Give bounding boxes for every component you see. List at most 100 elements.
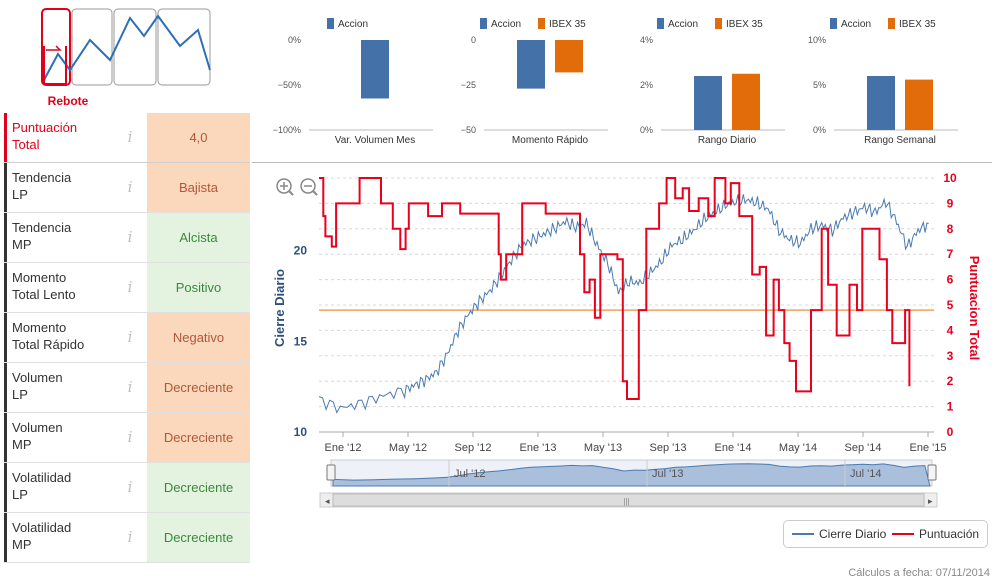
series-puntuacion[interactable] xyxy=(319,177,911,400)
zoom-out-icon[interactable] xyxy=(300,178,318,196)
pattern-highlight xyxy=(43,46,67,85)
indicator-row: Momento Total Rápido i Negativo xyxy=(4,313,250,363)
indicator-label: Tendencia LP xyxy=(4,163,116,212)
mini-legend-swatch xyxy=(327,18,334,29)
chart-legend: Cierre Diario Puntuación xyxy=(783,520,988,548)
mini-legend-swatch xyxy=(657,18,664,29)
legend-item-puntuacion[interactable]: Puntuación xyxy=(892,527,979,541)
mini-chart-rango-semanal: Accion IBEX 35 10% 5% 0% Rango Semanal xyxy=(808,18,958,146)
mini-legend-swatch xyxy=(480,18,487,29)
mini-legend-label: Accion xyxy=(841,19,871,30)
mini-bar[interactable] xyxy=(867,76,895,130)
indicator-label: Volumen LP xyxy=(4,363,116,412)
mini-chart-title: Rango Diario xyxy=(698,135,757,146)
indicator-label: Puntuación Total xyxy=(4,113,116,162)
pattern-frame-3 xyxy=(113,8,157,86)
info-icon[interactable]: i xyxy=(127,428,133,446)
right-axis-title: Puntuacion Total xyxy=(967,256,982,360)
pattern-arrow xyxy=(46,45,62,51)
info-icon[interactable]: i xyxy=(127,278,133,296)
mini-chart-title: Var. Volumen Mes xyxy=(335,135,415,146)
indicator-value: Decreciente xyxy=(147,363,250,412)
right-y-tick: 7 xyxy=(947,247,954,261)
main-price-chart[interactable]: Ene '12 May '12 Sep '12 Ene '13 May '13 Sep '… xyxy=(262,168,990,520)
navigator-label: Jul '13 xyxy=(652,468,683,480)
indicator-label: Volatilidad LP xyxy=(4,463,116,512)
right-y-tick: 4 xyxy=(947,323,954,337)
indicator-label: Volumen MP xyxy=(4,413,116,462)
navigator-label: Jul '12 xyxy=(454,468,485,480)
indicator-label: Momento Total Lento xyxy=(4,263,116,312)
x-tick-label: Ene '15 xyxy=(910,442,947,454)
info-icon[interactable]: i xyxy=(127,378,133,396)
mini-bar[interactable] xyxy=(517,40,545,89)
indicator-value: Decreciente xyxy=(147,513,250,562)
mini-y-tick: 0% xyxy=(288,35,301,45)
indicator-row: Volumen MP i Decreciente xyxy=(4,413,250,463)
mini-bar[interactable] xyxy=(555,40,583,73)
mini-bar[interactable] xyxy=(361,40,389,99)
mini-y-tick: 0% xyxy=(813,125,826,135)
left-y-tick: 20 xyxy=(294,244,308,258)
mini-chart-var-volumen: Accion 0% −50% −100% Var. Volumen Mes xyxy=(273,18,433,146)
navigator-label: Jul '14 xyxy=(850,468,881,480)
mini-legend-label: IBEX 35 xyxy=(549,19,586,30)
info-icon[interactable]: i xyxy=(127,228,133,246)
mini-bar[interactable] xyxy=(905,79,933,130)
mini-chart-momento-rapido: Accion IBEX 35 0 −25 −50 Momento Rápido xyxy=(461,18,608,146)
section-divider xyxy=(252,162,992,163)
mini-bar[interactable] xyxy=(732,73,760,130)
navigator-handle-right[interactable] xyxy=(927,464,937,481)
indicator-table: Puntuación Total i 4,0 Tendencia LP i Bajista Te… xyxy=(4,113,250,563)
x-tick-label: Ene '12 xyxy=(325,442,362,454)
legend-swatch-cierre xyxy=(792,533,814,535)
indicator-value: Alcista xyxy=(147,213,250,262)
info-icon[interactable]: i xyxy=(127,528,133,546)
mini-bar[interactable] xyxy=(694,76,722,130)
left-axis-title: Cierre Diario xyxy=(272,269,287,347)
scroll-left-arrow[interactable]: ◂ xyxy=(325,496,330,506)
mini-y-tick: 10% xyxy=(808,35,826,45)
legend-item-cierre[interactable]: Cierre Diario xyxy=(792,527,886,541)
mini-y-tick: −25 xyxy=(461,80,476,90)
indicator-value: Decreciente xyxy=(147,463,250,512)
info-icon[interactable]: i xyxy=(127,128,133,146)
indicator-value: Decreciente xyxy=(147,413,250,462)
indicator-row: Tendencia MP i Alcista xyxy=(4,213,250,263)
mini-legend-swatch xyxy=(538,18,545,29)
indicator-label: Volatilidad MP xyxy=(4,513,116,562)
navigator-series xyxy=(332,463,931,487)
info-icon[interactable]: i xyxy=(127,478,133,496)
scrollbar-thumb[interactable] xyxy=(332,493,925,507)
x-tick-label: Ene '13 xyxy=(520,442,557,454)
indicator-value: Bajista xyxy=(147,163,250,212)
pattern-frame-4 xyxy=(157,8,211,86)
mini-legend-swatch xyxy=(715,18,722,29)
x-tick-label: Ene '14 xyxy=(715,442,752,454)
right-y-tick: 8 xyxy=(947,222,954,236)
mini-y-tick: 0 xyxy=(471,35,476,45)
pattern-frame-2 xyxy=(71,8,113,86)
series-cierre-diario[interactable] xyxy=(318,194,929,414)
scroll-right-arrow[interactable]: ▸ xyxy=(928,496,933,506)
indicator-value: Positivo xyxy=(147,263,250,312)
mini-chart-title: Momento Rápido xyxy=(512,135,589,146)
mini-legend-swatch xyxy=(830,18,837,29)
indicator-row: Volatilidad MP i Decreciente xyxy=(4,513,250,563)
indicator-label: Tendencia MP xyxy=(4,213,116,262)
mini-y-tick: 0% xyxy=(640,125,653,135)
info-icon[interactable]: i xyxy=(127,328,133,346)
left-y-tick: 10 xyxy=(294,425,308,439)
right-y-tick: 3 xyxy=(947,349,954,363)
zoom-in-icon[interactable] xyxy=(276,178,294,196)
indicator-label: Momento Total Rápido xyxy=(4,313,116,362)
info-icon[interactable]: i xyxy=(127,178,133,196)
pattern-thumbnail[interactable] xyxy=(40,8,212,88)
legend-label-puntuacion: Puntuación xyxy=(919,527,980,541)
legend-swatch-puntuacion xyxy=(892,533,914,535)
right-y-tick: 10 xyxy=(943,171,957,185)
navigator-handle-left[interactable] xyxy=(326,464,336,481)
x-tick-label: May '13 xyxy=(584,442,622,454)
pattern-line xyxy=(43,14,211,81)
indicator-row: Momento Total Lento i Positivo xyxy=(4,263,250,313)
